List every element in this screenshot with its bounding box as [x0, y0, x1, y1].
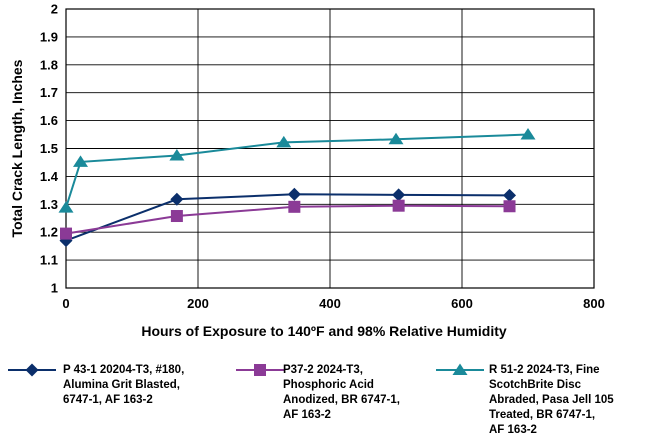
x-tick-label: 400: [319, 296, 341, 311]
chart: 1 1.1 1.2 1.3 1.4 1.5 1.6 1.7 1.8 1.9 2 0 200 400 600…: [9, 2, 605, 340]
x-tick-label: 600: [451, 296, 473, 311]
legend-label-line: Anodized, BR 6747-1,: [283, 394, 400, 406]
y-tick-label: 1.7: [40, 85, 58, 100]
data-point-p37: [503, 200, 516, 213]
series-line-p37: [65, 204, 510, 235]
legend-label-line: R 51-2 2024-T3, Fine: [489, 364, 600, 376]
y-tick-label: 1.9: [40, 29, 58, 44]
y-tick-labels: 1 1.1 1.2 1.3 1.4 1.5 1.6 1.7 1.8 1.9 2: [40, 2, 59, 296]
y-tick-label: 1.8: [40, 57, 58, 72]
data-point-r51: [73, 155, 89, 167]
x-axis-title: Hours of Exposure to 140ºF and 98% Relat…: [141, 323, 507, 339]
data-point-p37: [288, 200, 301, 213]
legend-swatch-p43: [8, 363, 56, 377]
series-line-p43: [65, 193, 510, 242]
legend-label-p37: P37-2 2024-T3, Phosphoric Acid Anodized,…: [283, 363, 400, 423]
y-tick-label: 2: [51, 2, 58, 17]
data-point-p43: [392, 188, 406, 202]
legend-label-line: P37-2 2024-T3,: [283, 364, 363, 376]
legend-label-r51: R 51-2 2024-T3, Fine ScotchBrite Disc Ab…: [489, 363, 614, 438]
gridlines: [65, 8, 595, 289]
data-point-p37: [392, 199, 405, 212]
data-point-p43: [503, 188, 517, 202]
legend-swatch-p37: [236, 364, 284, 376]
y-tick-label: 1.3: [40, 197, 58, 212]
data-point-p43: [287, 187, 301, 201]
legend-label-line: AF 163-2: [283, 409, 331, 421]
legend-swatch-marker: [452, 363, 468, 375]
legend-swatch-marker: [25, 363, 39, 377]
data-point-r51: [388, 132, 404, 145]
legend-label-line: 6747-1, AF 163-2: [63, 394, 153, 406]
legend-swatch-marker: [254, 364, 266, 376]
data-point-r51: [58, 201, 74, 213]
legend-label-line: Treated, BR 6747-1,: [489, 409, 596, 421]
x-tick-label: 200: [187, 296, 209, 311]
legend-label-line: Abraded, Pasa Jell 105: [489, 394, 614, 406]
y-axis-title: Total Crack Length, Inches: [9, 59, 25, 237]
series-layer: [58, 128, 536, 248]
y-tick-label: 1.6: [40, 113, 58, 128]
x-tick-labels: 0 200 400 600 800: [62, 296, 604, 311]
series-p43: [59, 187, 517, 248]
data-point-r51: [169, 148, 185, 161]
y-tick-label: 1.5: [40, 141, 58, 156]
series-r51: [58, 128, 536, 213]
data-point-p37: [170, 210, 183, 223]
legend-label-line: Phosphoric Acid: [283, 379, 374, 391]
y-tick-label: 1: [51, 281, 58, 296]
plot-area: [65, 8, 595, 289]
data-point-r51: [276, 135, 292, 148]
legend-swatch-r51: [436, 363, 484, 375]
legend-label-line: AF 163-2: [489, 424, 537, 436]
legend-label-p43: P 43-1 20204-T3, #180, Alumina Grit Blas…: [63, 363, 184, 408]
series-line-r51: [65, 133, 529, 208]
x-tick-label: 0: [62, 296, 69, 311]
y-tick-label: 1.1: [40, 253, 58, 268]
data-point-p43: [170, 192, 184, 206]
series-p37: [60, 199, 516, 240]
legend-label-line: Alumina Grit Blasted,: [63, 379, 180, 391]
data-point-r51: [520, 128, 536, 140]
y-tick-label: 1.2: [40, 225, 58, 240]
legend: P 43-1 20204-T3, #180, Alumina Grit Blas…: [0, 362, 663, 446]
legend-label-line: P 43-1 20204-T3, #180,: [63, 364, 185, 376]
data-point-p37: [60, 227, 72, 240]
y-tick-label: 1.4: [40, 169, 59, 184]
legend-label-line: ScotchBrite Disc: [489, 379, 582, 391]
x-tick-label: 800: [583, 296, 605, 311]
